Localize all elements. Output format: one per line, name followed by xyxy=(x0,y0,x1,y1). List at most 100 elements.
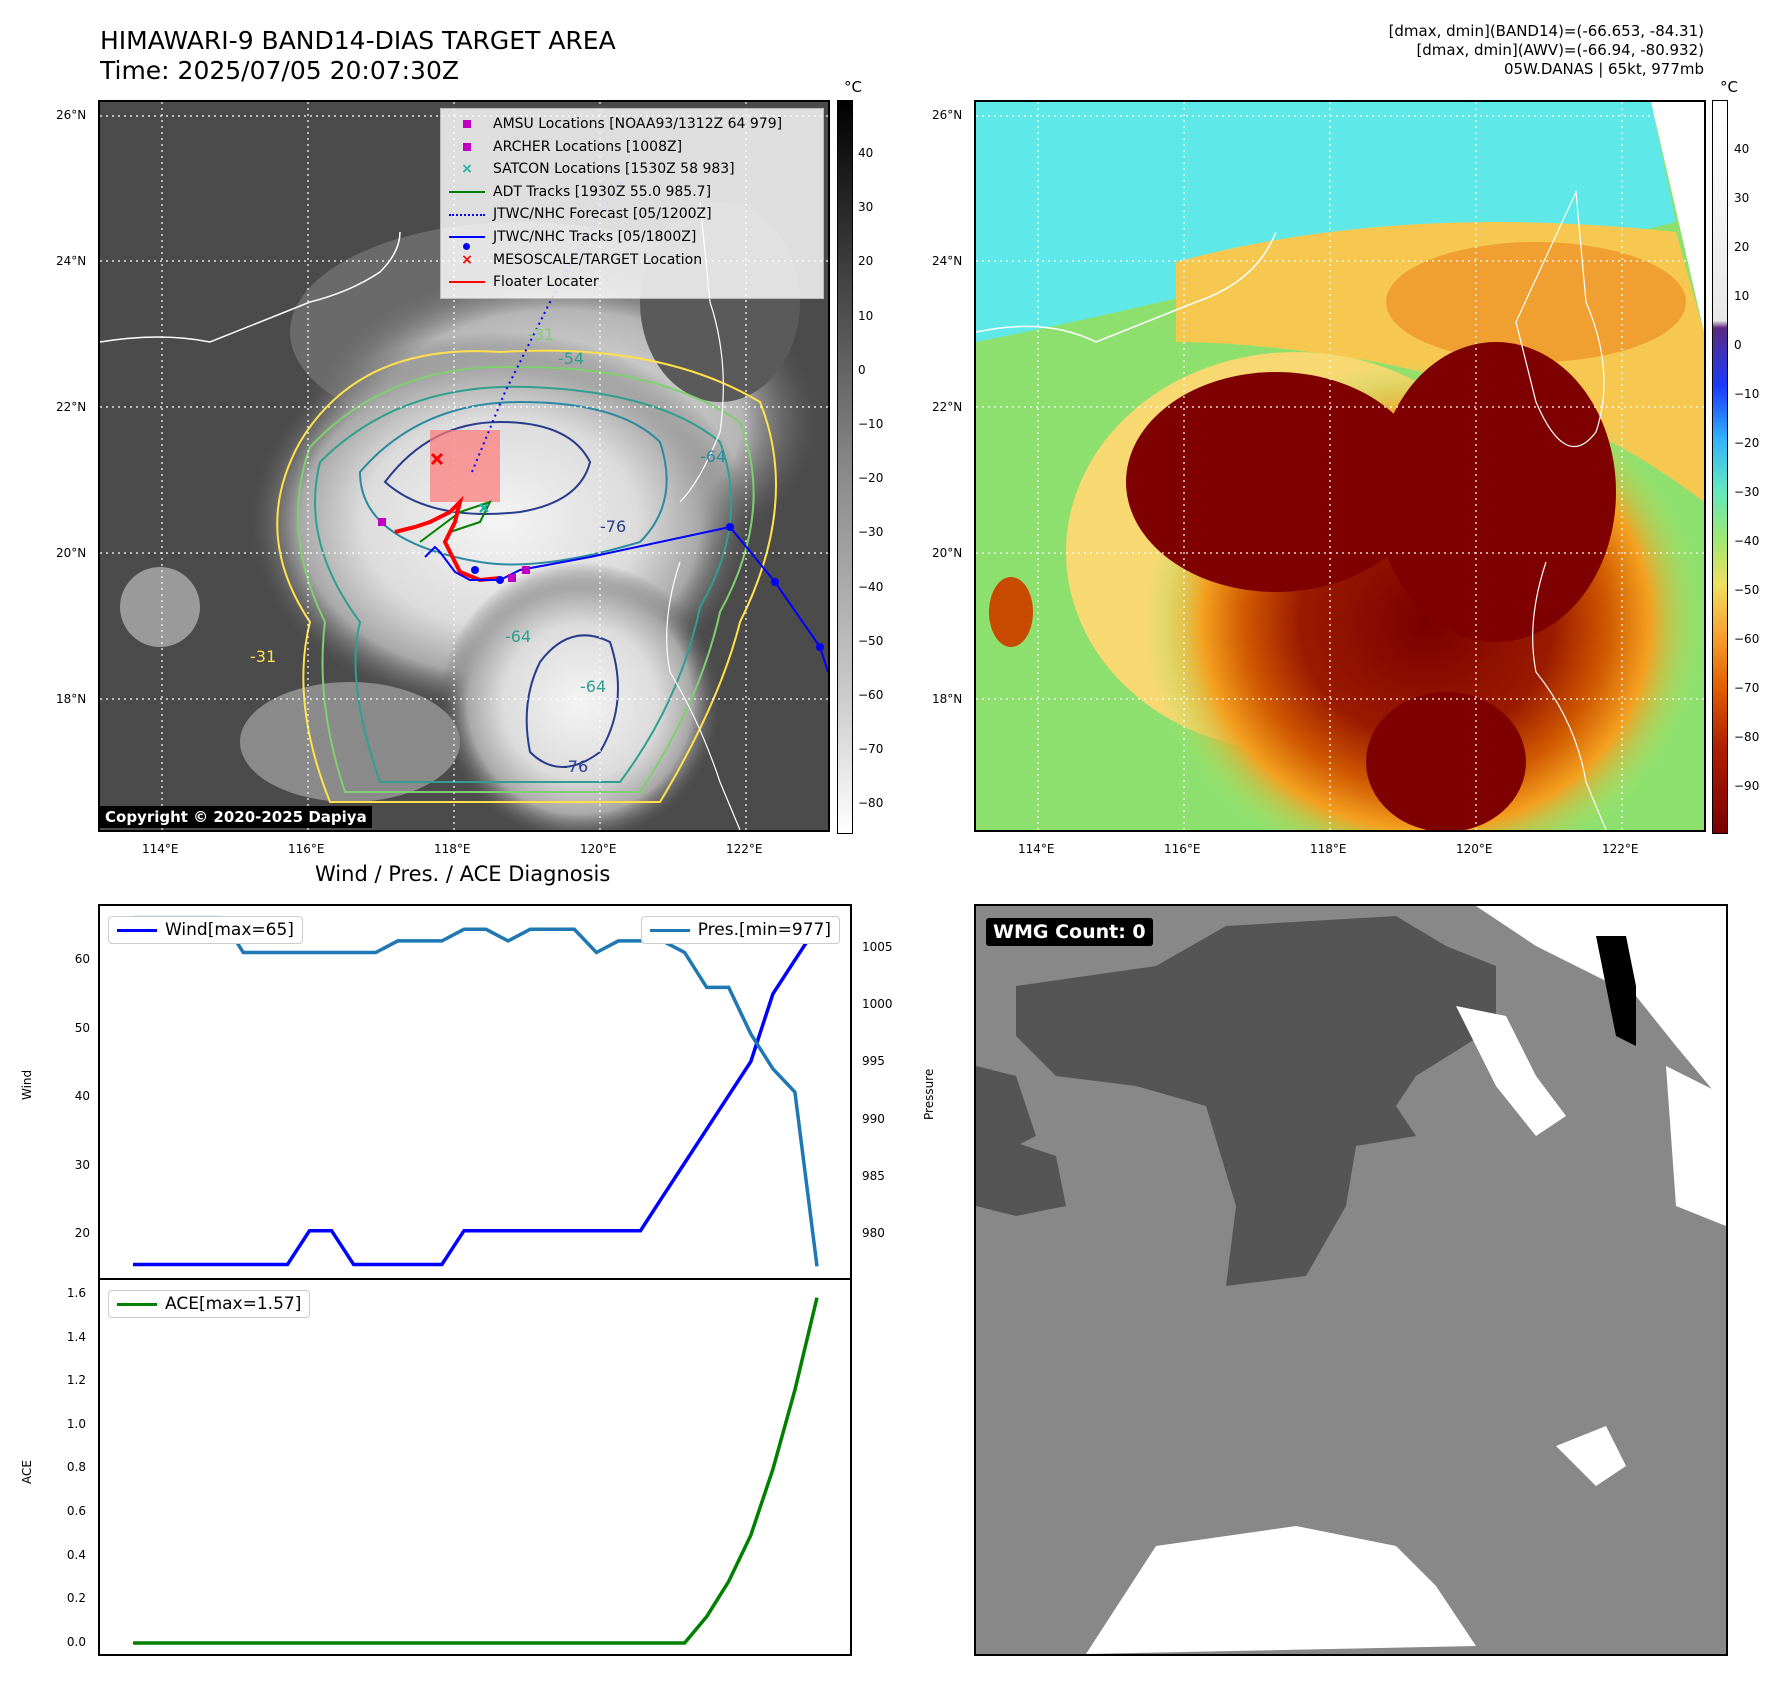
wmg-panel: WMG Count: 0 xyxy=(974,904,1728,1656)
color-colorbar xyxy=(1712,100,1728,834)
ace-axis-tick: 0.6 xyxy=(66,1504,86,1518)
legend-item-forecast: JTWC/NHC Forecast [05/1200Z] xyxy=(447,203,815,226)
gray-colorbar-tick: −80 xyxy=(858,796,884,811)
gray-colorbar-tick: 40 xyxy=(858,146,874,160)
color-colorbar-tick: 40 xyxy=(1734,142,1750,156)
ace-axis-tick: 0.4 xyxy=(66,1547,86,1562)
wind-axis-tick: 40 xyxy=(74,1089,90,1104)
legend-item-tracks: JTWC/NHC Tracks [05/1800Z] xyxy=(447,226,815,251)
ace-axis-tick: 0.0 xyxy=(66,1634,86,1649)
lat-label: 22°N xyxy=(932,400,963,414)
ace-axis-tick: 1.6 xyxy=(66,1286,86,1300)
gray-colorbar-tick: −10 xyxy=(858,417,884,431)
pres-legend: Pres.[min=977] xyxy=(640,916,840,944)
color-colorbar-tick: 30 xyxy=(1734,191,1750,205)
wind-axis-tick: 30 xyxy=(74,1157,90,1172)
lat-label: 18°N xyxy=(56,692,87,706)
info-line-2: [dmax, dmin](AWV)=(-66.94, -80.932) xyxy=(1416,41,1704,59)
gray-colorbar xyxy=(837,100,853,834)
color-colorbar-tick: −20 xyxy=(1734,436,1760,450)
legend-item-floater: Floater Locater xyxy=(447,271,815,294)
wmg-map xyxy=(976,906,1726,1654)
color-colorbar-unit: °C xyxy=(1720,78,1738,96)
wind-axis-tick: 60 xyxy=(74,952,90,966)
gray-colorbar-tick: −20 xyxy=(858,471,884,486)
color-colorbar-tick: 0 xyxy=(1734,338,1742,352)
legend-item-target: × MESOSCALE/TARGET Location xyxy=(461,251,703,268)
lat-label: 20°N xyxy=(56,546,87,560)
color-colorbar-tick: 10 xyxy=(1734,289,1750,303)
lat-label: 26°N xyxy=(56,108,87,122)
color-ir-map-panel[interactable] xyxy=(974,100,1706,832)
ace-axis-tick: 0.2 xyxy=(66,1591,86,1606)
gray-colorbar-unit: °C xyxy=(844,78,862,96)
lon-label: 122°E xyxy=(1602,842,1639,856)
lon-label: 122°E xyxy=(726,842,763,856)
lon-label: 120°E xyxy=(580,842,617,856)
wmg-count-badge: WMG Count: 0 xyxy=(986,918,1153,946)
title-line-2: Time: 2025/07/05 20:07:30Z xyxy=(100,56,459,85)
ace-plot xyxy=(133,1297,819,1645)
pressure-axis-tick: 1000 xyxy=(862,997,893,1012)
gray-colorbar-tick: −70 xyxy=(858,742,884,757)
ace-axis-tick: 1.4 xyxy=(66,1329,86,1344)
info-line-3: 05W.DANAS | 65kt, 977mb xyxy=(1503,60,1704,78)
wind-axis-label: Wind xyxy=(20,1069,34,1100)
gray-colorbar-tick: 20 xyxy=(858,254,874,269)
contour-label: -76 xyxy=(562,757,588,776)
pressure-axis-tick: 985 xyxy=(862,1168,885,1183)
contour-label: -64 xyxy=(580,677,606,696)
pressure-series-line xyxy=(133,915,819,1267)
lon-label: 120°E xyxy=(1456,842,1493,856)
ace-axis-tick: 1.2 xyxy=(66,1373,86,1388)
ace-axis-tick: 0.8 xyxy=(66,1460,86,1475)
lat-label: 22°N xyxy=(56,400,87,414)
wind-series-line xyxy=(133,925,819,1267)
gray-colorbar-tick: 0 xyxy=(858,362,866,377)
contour-label: -31 xyxy=(528,325,554,344)
gray-colorbar-tick: −30 xyxy=(858,525,884,540)
color-colorbar-tick: −60 xyxy=(1734,632,1760,646)
ace-axis-tick: 1.0 xyxy=(66,1416,86,1431)
color-colorbar-tick: −70 xyxy=(1734,681,1760,695)
contour-label: -64 xyxy=(505,627,531,646)
color-colorbar-tick: −80 xyxy=(1734,730,1760,744)
legend-item-adt: ADT Tracks [1930Z 55.0 985.7] xyxy=(447,181,815,204)
diagnosis-title: Wind / Pres. / ACE Diagnosis xyxy=(315,862,611,886)
lat-label: 24°N xyxy=(932,254,963,268)
gray-colorbar-tick: 30 xyxy=(858,200,874,215)
ace-panel: ACE[max=1.57] xyxy=(98,1278,852,1656)
map-legend: AMSU Locations [NOAA93/1312Z 64 979] ARC… xyxy=(440,108,824,299)
color-colorbar-tick: 20 xyxy=(1734,240,1750,254)
legend-item-amsu: AMSU Locations [NOAA93/1312Z 64 979] xyxy=(447,113,815,136)
pressure-axis-tick: 990 xyxy=(862,1111,885,1126)
lat-label: 18°N xyxy=(932,692,963,706)
copyright-label: Copyright © 2020-2025 Dapiya xyxy=(100,806,372,828)
legend-item-satcon: × SATCON Locations [1530Z 58 983] xyxy=(461,161,735,178)
ace-series-line xyxy=(133,1297,819,1645)
gray-colorbar-tick: −40 xyxy=(858,579,884,594)
title-line-1: HIMAWARI-9 BAND14-DIAS TARGET AREA xyxy=(100,26,616,55)
lat-label: 20°N xyxy=(932,546,963,560)
wind-axis-tick: 50 xyxy=(74,1020,90,1035)
ace-legend: ACE[max=1.57] xyxy=(108,1290,311,1318)
lat-label: 26°N xyxy=(932,108,963,122)
lon-label: 114°E xyxy=(1018,842,1055,856)
contour-label: -54 xyxy=(558,349,584,368)
lon-label: 118°E xyxy=(434,842,471,856)
color-colorbar-tick: −30 xyxy=(1734,485,1760,499)
lon-label: 118°E xyxy=(1310,842,1347,856)
gray-colorbar-tick: −50 xyxy=(858,633,884,648)
wind-pres-plot xyxy=(133,915,819,1267)
pressure-axis-tick: 995 xyxy=(862,1054,885,1069)
lon-label: 116°E xyxy=(288,842,325,856)
lat-label: 24°N xyxy=(56,254,87,268)
pressure-axis-tick: 1005 xyxy=(862,940,893,954)
info-line-1: [dmax, dmin](BAND14)=(-66.653, -84.31) xyxy=(1388,22,1704,40)
contour-label: -64 xyxy=(700,447,726,466)
info-block: [dmax, dmin](BAND14)=(-66.653, -84.31) [… xyxy=(1389,22,1704,79)
color-colorbar-tick: −40 xyxy=(1734,534,1760,548)
color-colorbar-tick: −50 xyxy=(1734,583,1760,597)
gray-colorbar-tick: 10 xyxy=(858,308,874,323)
wind-axis-tick: 20 xyxy=(74,1226,90,1241)
